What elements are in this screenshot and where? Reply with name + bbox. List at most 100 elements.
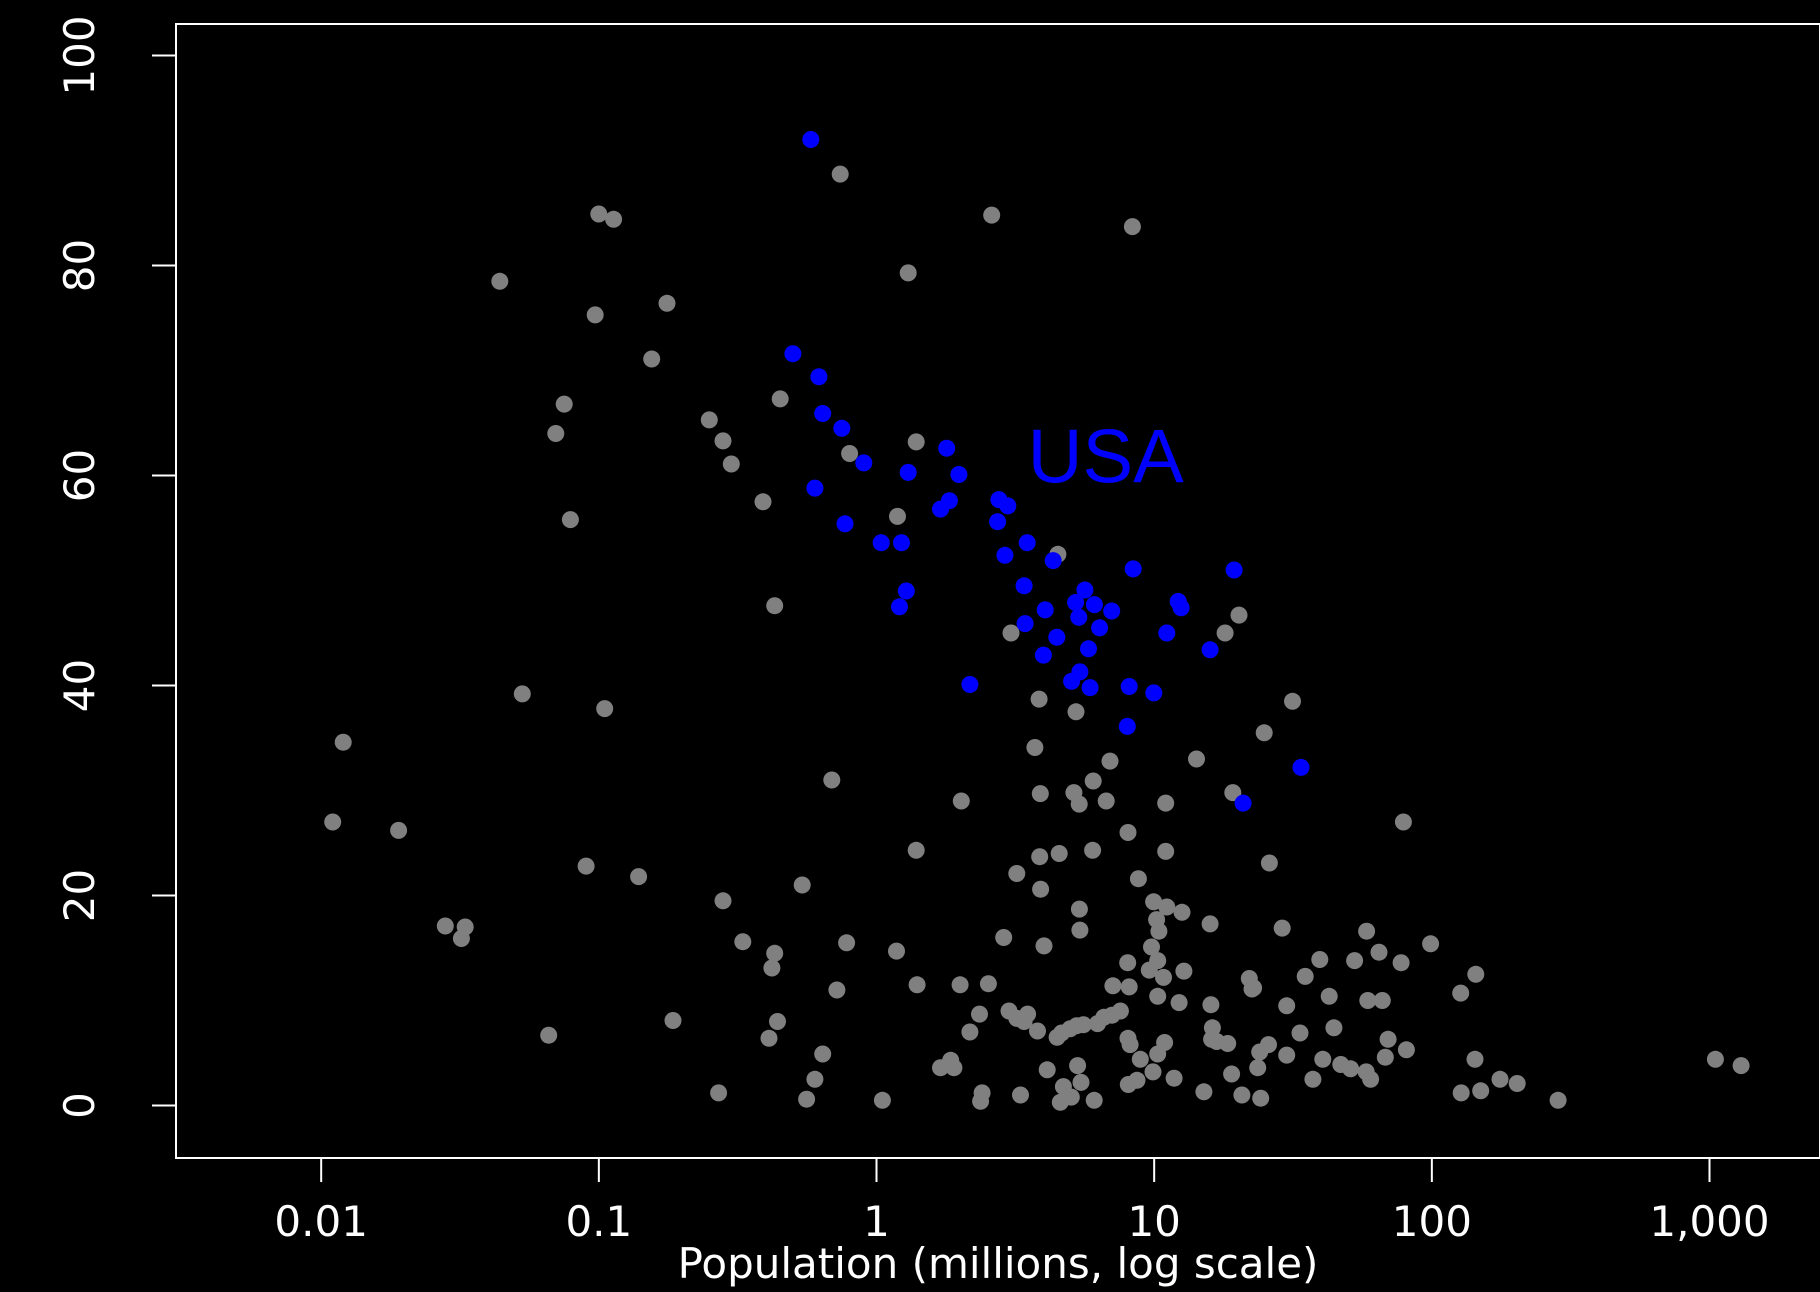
data-point — [1072, 1073, 1090, 1091]
data-point — [1508, 1075, 1526, 1092]
data-point — [952, 792, 970, 810]
data-point — [1030, 690, 1048, 708]
x-tick-label: 10 — [1127, 1197, 1180, 1246]
y-axis: 0 20 40 60 80 100 — [55, 15, 177, 1119]
data-point — [1097, 792, 1115, 810]
data-point — [555, 395, 573, 413]
highlighted-point — [1292, 758, 1310, 776]
data-point — [769, 1013, 786, 1030]
data-point — [973, 1084, 991, 1102]
data-point — [1157, 794, 1175, 812]
data-point — [1304, 1070, 1322, 1088]
data-point — [1155, 968, 1172, 986]
highlighted-point — [1071, 663, 1089, 681]
data-point — [1255, 724, 1273, 742]
data-point — [1119, 954, 1137, 972]
data-point — [873, 1091, 891, 1109]
data-point — [1170, 994, 1188, 1012]
highlighted-point — [893, 534, 910, 552]
data-point — [1230, 606, 1248, 624]
data-point — [664, 1012, 682, 1029]
data-point — [630, 868, 648, 886]
data-point — [1422, 935, 1440, 953]
data-point — [1467, 965, 1485, 983]
data-point — [1149, 987, 1167, 1005]
highlighted-point — [897, 582, 915, 600]
data-point — [1373, 992, 1391, 1009]
data-point — [1035, 937, 1053, 955]
highlighted-point — [1070, 608, 1088, 626]
data-point — [1071, 921, 1089, 939]
data-point — [722, 455, 740, 473]
highlighted-point — [872, 534, 890, 552]
data-point — [714, 432, 732, 450]
data-point — [766, 597, 784, 615]
data-point — [547, 425, 565, 442]
data-point — [436, 917, 454, 935]
highlighted-point — [1015, 577, 1033, 595]
x-tick-label: 0.1 — [565, 1197, 632, 1246]
data-point — [763, 959, 781, 977]
data-point — [714, 892, 732, 910]
data-point — [1111, 1002, 1129, 1020]
data-point — [766, 944, 784, 962]
data-point — [1104, 977, 1122, 995]
data-point — [971, 1005, 988, 1023]
data-point — [1032, 880, 1050, 898]
y-tick-label: 100 — [55, 15, 104, 95]
data-point — [1311, 951, 1329, 968]
data-point — [1084, 772, 1102, 790]
data-point — [979, 975, 997, 993]
highlighted-point — [1145, 684, 1163, 702]
data-point — [643, 350, 661, 368]
data-point — [1062, 1088, 1080, 1106]
highlighted-point — [836, 515, 854, 533]
y-tick-label: 20 — [55, 869, 104, 922]
data-point — [1085, 1091, 1103, 1109]
highlighted-point — [1225, 561, 1243, 579]
data-point — [1358, 922, 1376, 940]
highlighted-point — [938, 439, 956, 457]
y-tick-label: 80 — [55, 239, 104, 292]
data-point — [1070, 900, 1088, 918]
highlighted-point — [806, 479, 824, 497]
data-point — [1202, 996, 1220, 1014]
data-point — [1233, 1086, 1251, 1104]
highlighted-point — [1034, 646, 1052, 664]
highlighted-point — [1201, 641, 1219, 659]
data-point — [1278, 997, 1296, 1015]
highlighted-point — [996, 546, 1014, 564]
data-point — [1031, 848, 1049, 866]
data-point — [1466, 1050, 1484, 1068]
highlighted-point — [1076, 581, 1094, 599]
data-point — [1121, 1036, 1139, 1054]
data-point — [1101, 752, 1119, 770]
highlighted-point — [1172, 599, 1190, 617]
y-tick-label: 60 — [55, 449, 104, 502]
x-tick-label: 1 — [863, 1197, 890, 1246]
y-tick-label: 0 — [55, 1092, 104, 1119]
data-point — [1026, 739, 1044, 756]
data-point — [1050, 845, 1068, 862]
x-tick-label: 0.01 — [274, 1197, 368, 1246]
data-point — [1008, 865, 1026, 882]
data-point — [1359, 992, 1377, 1009]
highlighted-point — [1048, 628, 1066, 646]
highlighted-point — [1234, 794, 1252, 812]
data-point — [841, 445, 859, 462]
highlighted-point — [1080, 640, 1097, 658]
data-point — [1031, 785, 1049, 803]
data-point — [577, 857, 595, 875]
data-point — [734, 933, 752, 951]
usa-annotation: USA — [1028, 415, 1185, 500]
x-tick-label: 1,000 — [1649, 1197, 1769, 1246]
data-point — [1452, 1084, 1470, 1102]
data-point — [831, 165, 849, 183]
data-point — [1260, 854, 1278, 872]
highlighted-point — [1044, 552, 1062, 570]
data-point — [1131, 1050, 1149, 1068]
highlighted-point — [1124, 560, 1142, 578]
data-point — [334, 733, 352, 751]
data-point — [596, 700, 614, 718]
